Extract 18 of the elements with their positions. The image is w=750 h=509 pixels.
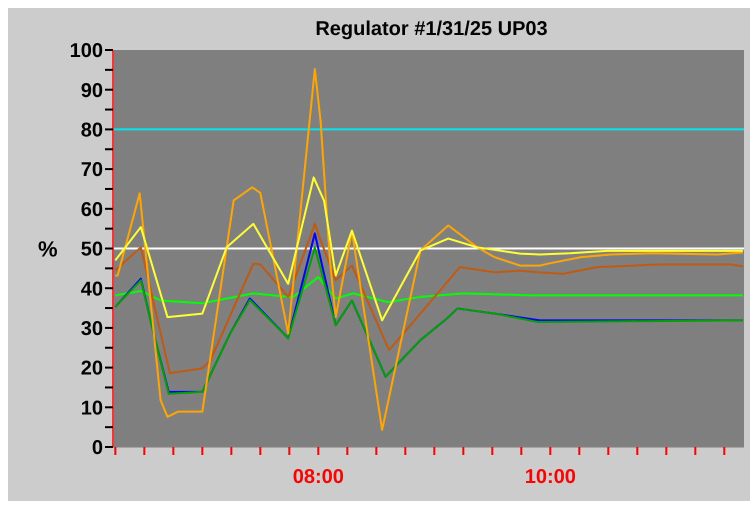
chart-title: Regulator #1/31/25 UP03 <box>314 18 549 41</box>
y-tick-label: 10 <box>80 397 103 420</box>
y-tick-label: 40 <box>80 278 103 300</box>
y-tick-label: 70 <box>80 159 103 182</box>
y-tick-label: 80 <box>80 120 103 142</box>
line-series <box>114 176 744 322</box>
y-tick-label: 60 <box>80 198 103 221</box>
y-tick-label: 30 <box>80 318 103 340</box>
line-series <box>114 276 744 304</box>
y-tick-label: 0 <box>92 437 103 460</box>
y-tick-label: 90 <box>80 80 103 102</box>
y-tick-label: 20 <box>80 358 103 380</box>
y-tick-label: 50 <box>80 238 103 261</box>
y-axis-title: % <box>38 236 58 262</box>
x-tick-label: 10:00 <box>524 466 576 488</box>
x-tick-label: 08:00 <box>292 466 344 488</box>
y-tick-label: 100 <box>70 40 103 62</box>
line-series <box>114 222 744 374</box>
